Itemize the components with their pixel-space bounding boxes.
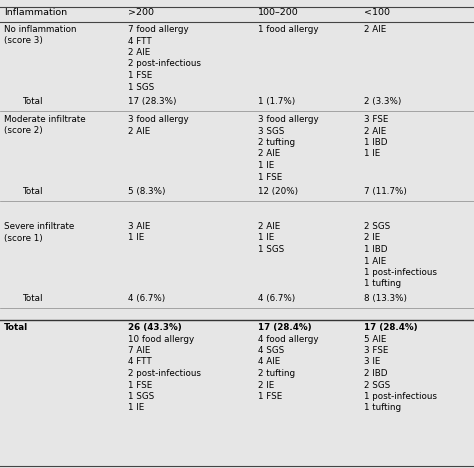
Text: 1 FSE: 1 FSE bbox=[258, 173, 282, 182]
Text: 2 (3.3%): 2 (3.3%) bbox=[364, 97, 401, 106]
Text: <100: <100 bbox=[364, 8, 390, 17]
Text: 2 AIE: 2 AIE bbox=[364, 25, 386, 34]
Text: (score 2): (score 2) bbox=[4, 126, 43, 136]
Text: >200: >200 bbox=[128, 8, 154, 17]
Text: 2 AIE: 2 AIE bbox=[258, 149, 280, 159]
Text: 4 (6.7%): 4 (6.7%) bbox=[258, 294, 295, 303]
Text: 2 IBD: 2 IBD bbox=[364, 369, 388, 378]
Text: 4 SGS: 4 SGS bbox=[258, 346, 284, 355]
Text: 3 FSE: 3 FSE bbox=[364, 115, 388, 124]
Text: 1 IE: 1 IE bbox=[128, 234, 144, 242]
Text: 1 IE: 1 IE bbox=[128, 403, 144, 412]
Text: 7 (11.7%): 7 (11.7%) bbox=[364, 187, 407, 196]
Text: 4 FTT: 4 FTT bbox=[128, 37, 152, 45]
Text: Total: Total bbox=[4, 323, 28, 332]
Text: 1 IE: 1 IE bbox=[258, 234, 274, 242]
Text: 1 IBD: 1 IBD bbox=[364, 245, 388, 254]
Text: (score 1): (score 1) bbox=[4, 234, 43, 242]
Text: 2 tufting: 2 tufting bbox=[258, 138, 295, 147]
Text: 1 IE: 1 IE bbox=[364, 149, 380, 159]
Text: (score 3): (score 3) bbox=[4, 37, 43, 45]
Text: 8 (13.3%): 8 (13.3%) bbox=[364, 294, 407, 303]
Text: 1 AIE: 1 AIE bbox=[364, 256, 386, 265]
Text: 5 AIE: 5 AIE bbox=[364, 335, 386, 344]
Text: 3 IE: 3 IE bbox=[364, 358, 380, 366]
Text: 3 FSE: 3 FSE bbox=[364, 346, 388, 355]
Text: 1 IE: 1 IE bbox=[258, 161, 274, 170]
Text: Moderate infiltrate: Moderate infiltrate bbox=[4, 115, 86, 124]
Text: 3 food allergy: 3 food allergy bbox=[258, 115, 319, 124]
Text: 12 (20%): 12 (20%) bbox=[258, 187, 298, 196]
Text: 3 AIE: 3 AIE bbox=[128, 222, 150, 231]
Text: 5 (8.3%): 5 (8.3%) bbox=[128, 187, 165, 196]
Text: 2 SGS: 2 SGS bbox=[364, 380, 390, 389]
Text: 2 AIE: 2 AIE bbox=[128, 48, 150, 57]
Text: 2 AIE: 2 AIE bbox=[364, 126, 386, 136]
Text: Total: Total bbox=[22, 97, 43, 106]
Text: 4 FTT: 4 FTT bbox=[128, 358, 152, 366]
Text: 1 tufting: 1 tufting bbox=[364, 403, 401, 412]
Text: 10 food allergy: 10 food allergy bbox=[128, 335, 194, 344]
Text: 2 AIE: 2 AIE bbox=[128, 126, 150, 136]
Text: 2 IE: 2 IE bbox=[258, 380, 274, 389]
Text: No inflammation: No inflammation bbox=[4, 25, 76, 34]
Text: 1 SGS: 1 SGS bbox=[128, 392, 154, 401]
Text: 2 tufting: 2 tufting bbox=[258, 369, 295, 378]
Text: 100–200: 100–200 bbox=[258, 8, 299, 17]
Text: 1 (1.7%): 1 (1.7%) bbox=[258, 97, 295, 106]
Text: 1 SGS: 1 SGS bbox=[128, 82, 154, 92]
Text: 1 tufting: 1 tufting bbox=[364, 279, 401, 288]
Text: 2 post-infectious: 2 post-infectious bbox=[128, 59, 201, 68]
Text: 1 SGS: 1 SGS bbox=[258, 245, 284, 254]
Text: 2 IE: 2 IE bbox=[364, 234, 380, 242]
Text: 1 post-infectious: 1 post-infectious bbox=[364, 392, 437, 401]
Text: 26 (43.3%): 26 (43.3%) bbox=[128, 323, 182, 332]
Text: 17 (28.3%): 17 (28.3%) bbox=[128, 97, 176, 106]
Text: 7 food allergy: 7 food allergy bbox=[128, 25, 189, 34]
Text: Total: Total bbox=[22, 294, 43, 303]
Text: 1 FSE: 1 FSE bbox=[128, 71, 152, 80]
Text: 1 food allergy: 1 food allergy bbox=[258, 25, 319, 34]
Text: 17 (28.4%): 17 (28.4%) bbox=[258, 323, 311, 332]
Text: 2 post-infectious: 2 post-infectious bbox=[128, 369, 201, 378]
Text: 2 AIE: 2 AIE bbox=[258, 222, 280, 231]
Text: 1 FSE: 1 FSE bbox=[258, 392, 282, 401]
Text: 4 food allergy: 4 food allergy bbox=[258, 335, 319, 344]
Text: Total: Total bbox=[22, 187, 43, 196]
Text: 3 food allergy: 3 food allergy bbox=[128, 115, 189, 124]
Text: 3 SGS: 3 SGS bbox=[258, 126, 284, 136]
Text: Severe infiltrate: Severe infiltrate bbox=[4, 222, 74, 231]
Text: Inflammation: Inflammation bbox=[4, 8, 67, 17]
Text: 1 post-infectious: 1 post-infectious bbox=[364, 268, 437, 277]
Text: 4 AIE: 4 AIE bbox=[258, 358, 280, 366]
Text: 4 (6.7%): 4 (6.7%) bbox=[128, 294, 165, 303]
Text: 2 SGS: 2 SGS bbox=[364, 222, 390, 231]
Text: 1 FSE: 1 FSE bbox=[128, 380, 152, 389]
Text: 7 AIE: 7 AIE bbox=[128, 346, 150, 355]
Text: 17 (28.4%): 17 (28.4%) bbox=[364, 323, 418, 332]
Text: 1 IBD: 1 IBD bbox=[364, 138, 388, 147]
